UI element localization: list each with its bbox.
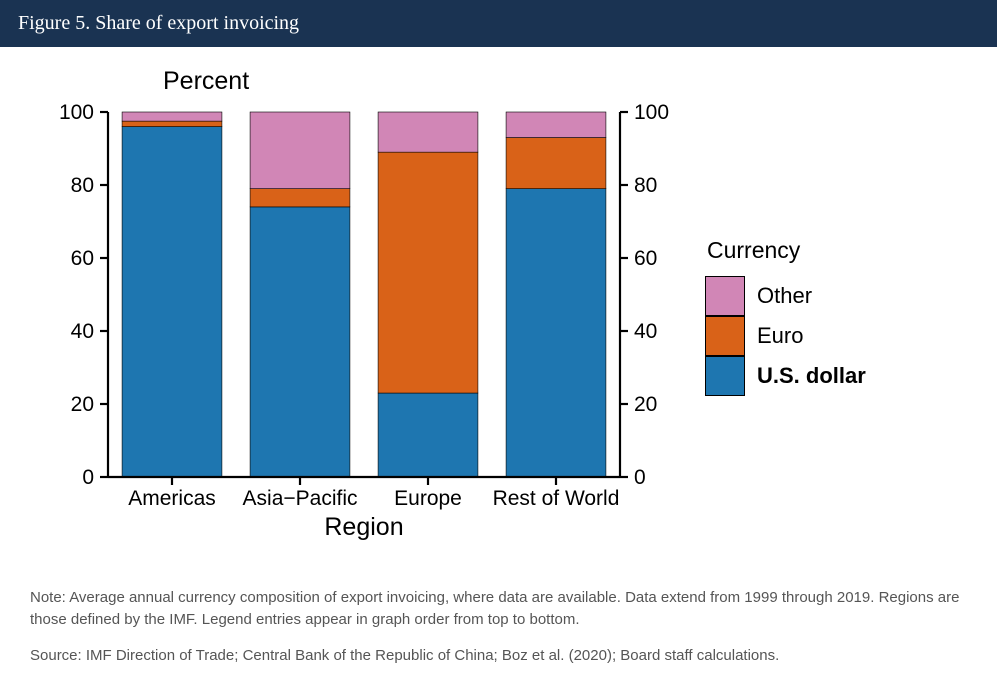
bar-segment	[506, 112, 606, 138]
legend: Currency Other Euro U.S. dollar	[705, 237, 866, 396]
legend-swatch	[705, 356, 745, 396]
footnotes: Note: Average annual currency compositio…	[0, 587, 997, 690]
y-tick-label-right: 0	[634, 466, 646, 489]
legend-items: Other Euro U.S. dollar	[705, 276, 866, 396]
legend-swatch	[705, 276, 745, 316]
bar-segment	[122, 112, 222, 121]
y-tick-label-left: 40	[71, 320, 94, 343]
x-category-label: Asia−Pacific	[243, 487, 358, 510]
bar-segment	[122, 127, 222, 477]
x-category-label: Americas	[128, 487, 216, 510]
legend-label: U.S. dollar	[757, 363, 866, 389]
figure-container: Figure 5. Share of export invoicing Perc…	[0, 0, 997, 678]
bar-segment	[506, 138, 606, 189]
chart-svg-wrapper: Percent Americas Asia−Pacific Europe Rest of…	[30, 57, 670, 547]
legend-item: U.S. dollar	[705, 356, 866, 396]
bar-segment	[378, 152, 478, 393]
note-text: Note: Average annual currency compositio…	[30, 587, 967, 631]
bar-segment	[122, 121, 222, 126]
legend-label: Other	[757, 283, 812, 309]
bar-segment	[250, 112, 350, 189]
bar-segment	[250, 189, 350, 207]
bar-segment	[378, 393, 478, 477]
legend-item: Other	[705, 276, 866, 316]
y-tick-label-left: 0	[82, 466, 94, 489]
legend-label: Euro	[757, 323, 803, 349]
chart-area: Percent Americas Asia−Pacific Europe Rest of…	[0, 47, 997, 587]
x-category-label: Europe	[394, 487, 462, 510]
y-tick-label-right: 40	[634, 320, 657, 343]
y-tick-label-right: 100	[634, 101, 669, 124]
stacked-bar-chart: Percent Americas Asia−Pacific Europe Rest of…	[30, 57, 670, 547]
legend-swatch	[705, 316, 745, 356]
legend-item: Euro	[705, 316, 866, 356]
source-text: Source: IMF Direction of Trade; Central …	[30, 645, 967, 667]
figure-title-text: Figure 5. Share of export invoicing	[18, 12, 299, 34]
y-tick-label-right: 80	[634, 174, 657, 197]
bar-segment	[378, 112, 478, 152]
y-tick-label-left: 100	[59, 101, 94, 124]
svg-text:Percent: Percent	[163, 67, 249, 95]
y-tick-label-right: 20	[634, 393, 657, 416]
y-tick-label-left: 20	[71, 393, 94, 416]
figure-title-bar: Figure 5. Share of export invoicing	[0, 0, 997, 47]
x-category-label: Rest of World	[493, 487, 620, 510]
y-tick-label-left: 60	[71, 247, 94, 270]
y-tick-label-right: 60	[634, 247, 657, 270]
bar-segment	[250, 207, 350, 477]
y-tick-label-left: 80	[71, 174, 94, 197]
legend-title: Currency	[705, 237, 866, 264]
x-axis-title: Region	[324, 513, 403, 541]
bar-segment	[506, 189, 606, 477]
